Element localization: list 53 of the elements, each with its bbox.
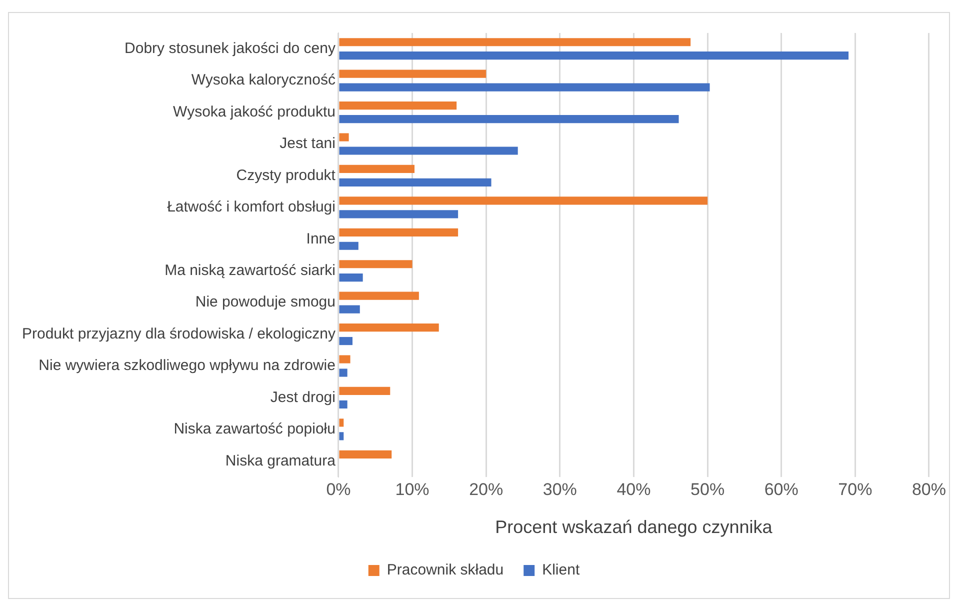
x-tick-label: 70% — [838, 480, 872, 499]
bar — [339, 450, 392, 458]
bar — [339, 178, 492, 186]
bar — [339, 274, 363, 282]
bar — [339, 52, 849, 60]
y-tick-label: Inne — [306, 230, 336, 248]
bar — [339, 196, 708, 205]
x-axis-title: Procent wskazań danego czynnika — [495, 517, 774, 538]
x-tick-label: 20% — [469, 480, 504, 499]
y-tick-label: Wysoka jakość produktu — [173, 103, 336, 120]
bar — [339, 70, 486, 78]
bar — [339, 146, 518, 155]
y-tick-label: Jest drogi — [270, 388, 336, 406]
bar — [339, 386, 390, 396]
bar — [339, 114, 679, 124]
x-tick-label: 40% — [616, 480, 651, 499]
bar — [339, 228, 458, 236]
legend-label: Pracownik składu — [386, 562, 504, 579]
bar — [339, 355, 350, 364]
bar — [339, 38, 691, 46]
bar — [339, 418, 344, 427]
y-tick-label: Nie wywiera szkodliwego wpływu na zdrowie — [38, 357, 336, 374]
bar — [339, 260, 412, 268]
bar — [339, 83, 710, 92]
bar — [339, 305, 360, 314]
bar — [339, 164, 415, 174]
y-tick-label: Łatwość i komfort obsługi — [167, 198, 336, 216]
x-tick-label: 60% — [764, 480, 798, 499]
bar — [339, 368, 348, 377]
bar — [339, 133, 349, 142]
x-tick-label: 10% — [395, 480, 430, 499]
bar — [339, 292, 419, 300]
legend-label: Klient — [542, 562, 580, 579]
y-tick-label: Wysoka kaloryczność — [191, 72, 336, 89]
y-tick-label: Dobry stosunek jakości do ceny — [124, 40, 336, 57]
x-tick-label: 30% — [542, 480, 577, 499]
x-tick-label: 80% — [912, 480, 946, 499]
bar — [339, 432, 344, 440]
y-tick-label: Niska gramatura — [225, 452, 336, 470]
x-tick-label: 50% — [690, 480, 725, 499]
bar — [339, 102, 457, 110]
y-tick-label: Nie powoduje smogu — [195, 294, 336, 311]
bar — [339, 242, 358, 250]
bar — [339, 336, 352, 346]
y-tick-label: Jest tani — [280, 135, 336, 152]
y-tick-label: Czysty produkt — [236, 166, 336, 184]
y-tick-label: Produkt przyjazny dla środowiska / ekologiczny — [22, 325, 336, 342]
y-tick-label: Niska zawartość popiołu — [174, 420, 336, 438]
bar — [339, 400, 348, 408]
y-tick-label: Ma niską zawartość siarki — [164, 262, 336, 279]
x-tick-label: 0% — [326, 480, 351, 499]
bar — [339, 324, 439, 332]
bar — [339, 210, 458, 218]
